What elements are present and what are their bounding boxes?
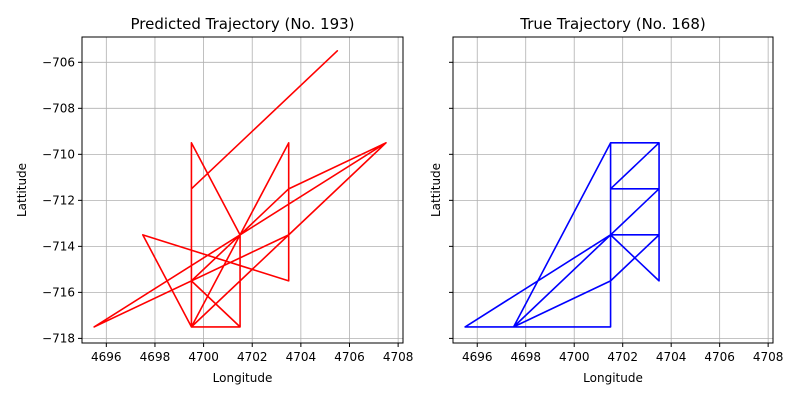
chart-0-x-tick-label-3: 4702 [237, 350, 268, 364]
chart-1-x-tick-label-4: 4704 [656, 350, 687, 364]
chart-0-x-axis-label: Longitude [213, 371, 273, 385]
chart-0-title: Predicted Trajectory (No. 193) [130, 15, 354, 33]
chart-1-y-axis-label: Lattitude [429, 163, 443, 217]
chart-1-x-axis-label: Longitude [583, 371, 643, 385]
chart-0-y-tick-label-6: −718 [42, 331, 75, 345]
chart-0-y-tick-label-5: −716 [42, 285, 75, 299]
chart-1-x-tick-label-3: 4702 [607, 350, 638, 364]
chart-1-trajectory-line [464, 142, 660, 328]
chart-0-x-tick-label-6: 4708 [383, 350, 414, 364]
chart-1-title: True Trajectory (No. 168) [519, 15, 705, 33]
chart-1-x-tick-label-1: 4698 [510, 350, 541, 364]
chart-0-x-tick-label-4: 4704 [286, 350, 317, 364]
chart-0-y-tick-label-0: −706 [42, 55, 75, 69]
predicted-trajectory-panel: 4696 4698 4700 4702 4704 4706 4708 −706 −708 −710… [15, 15, 413, 385]
chart-1-x-tick-label-6: 4708 [753, 350, 784, 364]
true-trajectory-panel: 4696 4698 4700 4702 4704 4706 4708 True Traject… [429, 15, 783, 385]
chart-1-x-tick-label-0: 4696 [462, 350, 493, 364]
chart-0-y-tick-label-4: −714 [42, 239, 75, 253]
chart-0-y-tick-label-1: −708 [42, 101, 75, 115]
chart-0-y-tick-label-3: −712 [42, 193, 75, 207]
chart-0-axes-frame [81, 36, 404, 344]
chart-0-x-tick-label-0: 4696 [91, 350, 122, 364]
chart-0-x-tick-label-1: 4698 [140, 350, 171, 364]
chart-0-trajectory-line [93, 49, 387, 328]
chart-1-axes-frame [452, 36, 774, 344]
chart-0-y-axis-label: Lattitude [15, 163, 29, 217]
chart-0-x-tick-label-5: 4706 [334, 350, 365, 364]
chart-0-x-tick-label-2: 4700 [188, 350, 219, 364]
chart-1-x-tick-label-2: 4700 [559, 350, 590, 364]
chart-1-x-tick-label-5: 4706 [704, 350, 735, 364]
chart-0-y-tick-label-2: −710 [42, 147, 75, 161]
